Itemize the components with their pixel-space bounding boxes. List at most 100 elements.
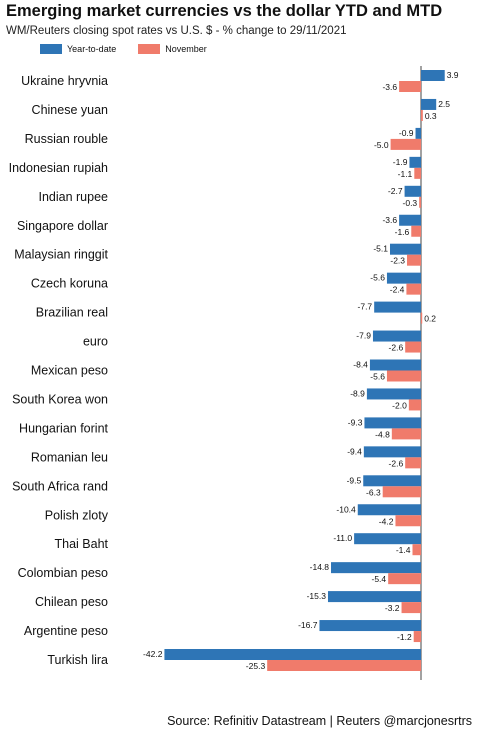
data-label-november-polish-zloty: -4.2 bbox=[379, 516, 394, 526]
category-label-indonesian-rupiah: Indonesian rupiah bbox=[9, 161, 108, 175]
data-label-november-chilean-peso: -3.2 bbox=[385, 603, 400, 613]
data-label-ytd-hungarian-forint: -9.3 bbox=[348, 417, 363, 427]
data-label-november-south-korea-won: -2.0 bbox=[392, 400, 407, 410]
bar-november-ukraine-hryvnia bbox=[399, 81, 421, 92]
bar-ytd-chilean-peso bbox=[327, 591, 421, 603]
bar-ytd-euro bbox=[372, 330, 421, 342]
data-label-november-indian-rupee: -0.3 bbox=[403, 198, 418, 208]
category-label-indian-rupee: Indian rupee bbox=[38, 190, 108, 204]
bar-november-south-africa-rand bbox=[382, 486, 421, 498]
bar-ytd-south-africa-rand bbox=[363, 475, 421, 487]
data-label-ytd-indian-rupee: -2.7 bbox=[388, 186, 403, 196]
legend-swatch-ytd bbox=[40, 44, 62, 54]
category-label-romanian-leu: Romanian leu bbox=[31, 450, 108, 464]
bar-ytd-hungarian-forint bbox=[364, 417, 421, 429]
data-label-ytd-brazilian-real: -7.7 bbox=[358, 302, 373, 312]
bar-ytd-indonesian-rupiah bbox=[409, 156, 421, 168]
bar-ytd-colombian-peso bbox=[331, 562, 421, 574]
category-label-colombian-peso: Colombian peso bbox=[18, 566, 108, 580]
data-label-ytd-euro: -7.9 bbox=[356, 331, 371, 341]
data-label-ytd-singapore-dollar: -3.6 bbox=[382, 215, 397, 225]
category-label-chinese-yuan: Chinese yuan bbox=[32, 103, 108, 117]
bar-november-turkish-lira bbox=[267, 660, 421, 671]
legend-label-november: November bbox=[165, 44, 207, 54]
bar-ytd-south-korea-won bbox=[366, 388, 421, 400]
category-label-mexican-peso: Mexican peso bbox=[31, 364, 108, 378]
category-label-polish-zloty: Polish zloty bbox=[45, 508, 109, 522]
bar-november-polish-zloty bbox=[395, 515, 421, 527]
bar-november-argentine-peso bbox=[413, 631, 421, 643]
bar-ytd-singapore-dollar bbox=[399, 214, 421, 226]
bar-ytd-malaysian-ringgit bbox=[389, 243, 421, 255]
bar-november-czech-koruna bbox=[406, 283, 421, 295]
bar-november-indian-rupee bbox=[419, 196, 421, 208]
bar-ytd-brazilian-real bbox=[374, 301, 421, 313]
data-label-november-czech-koruna: -2.4 bbox=[390, 285, 405, 295]
category-label-brazilian-real: Brazilian real bbox=[36, 306, 108, 320]
bar-november-chilean-peso bbox=[401, 602, 421, 614]
data-label-november-singapore-dollar: -1.6 bbox=[395, 227, 410, 237]
data-label-november-russian-rouble: -5.0 bbox=[374, 140, 389, 150]
bar-ytd-czech-koruna bbox=[386, 272, 421, 284]
bar-ytd-thai-baht bbox=[354, 533, 421, 545]
data-label-november-indonesian-rupiah: -1.1 bbox=[398, 169, 413, 179]
data-label-november-ukraine-hryvnia: -3.6 bbox=[382, 82, 397, 92]
legend-swatch-november bbox=[138, 44, 161, 54]
chart-title: Emerging market currencies vs the dollar… bbox=[6, 2, 443, 20]
bar-november-mexican-peso bbox=[386, 370, 421, 382]
bar-november-russian-rouble bbox=[390, 138, 421, 150]
data-label-ytd-indonesian-rupiah: -1.9 bbox=[393, 157, 408, 167]
bar-november-romanian-leu bbox=[405, 457, 421, 469]
data-label-ytd-south-korea-won: -8.9 bbox=[350, 388, 365, 398]
data-label-november-chinese-yuan: 0.3 bbox=[425, 111, 437, 121]
category-label-malaysian-ringgit: Malaysian ringgit bbox=[14, 248, 108, 262]
category-label-czech-koruna: Czech koruna bbox=[31, 277, 108, 291]
source-note: Source: Refinitiv Datastream | Reuters @… bbox=[167, 714, 472, 728]
bar-november-malaysian-ringgit bbox=[407, 254, 421, 266]
bar-ytd-indian-rupee bbox=[404, 185, 421, 197]
data-label-november-argentine-peso: -1.2 bbox=[397, 632, 412, 642]
category-label-south-africa-rand: South Africa rand bbox=[12, 479, 108, 493]
data-label-november-malaysian-ringgit: -2.3 bbox=[390, 256, 405, 266]
data-label-ytd-colombian-peso: -14.8 bbox=[310, 562, 330, 572]
data-label-ytd-polish-zloty: -10.4 bbox=[336, 504, 356, 514]
data-label-ytd-malaysian-ringgit: -5.1 bbox=[373, 244, 388, 254]
bar-november-brazilian-real bbox=[421, 312, 423, 324]
data-label-ytd-turkish-lira: -42.2 bbox=[143, 649, 163, 659]
bar-november-south-korea-won bbox=[408, 399, 421, 411]
bar-ytd-romanian-leu bbox=[363, 446, 421, 458]
bar-november-colombian-peso bbox=[388, 573, 421, 585]
bar-ytd-polish-zloty bbox=[357, 504, 421, 516]
data-label-ytd-czech-koruna: -5.6 bbox=[370, 273, 385, 283]
bar-november-chinese-yuan bbox=[421, 109, 423, 121]
legend-item-ytd: Year-to-date bbox=[40, 44, 116, 54]
data-label-november-hungarian-forint: -4.8 bbox=[375, 429, 390, 439]
bar-ytd-chinese-yuan bbox=[421, 98, 437, 110]
category-label-hungarian-forint: Hungarian forint bbox=[19, 421, 108, 435]
data-label-ytd-chinese-yuan: 2.5 bbox=[438, 99, 450, 109]
category-label-south-korea-won: South Korea won bbox=[12, 392, 108, 406]
data-label-ytd-chilean-peso: -15.3 bbox=[307, 591, 327, 601]
bar-ytd-mexican-peso bbox=[369, 359, 421, 371]
bar-november-euro bbox=[405, 341, 421, 353]
data-label-november-south-africa-rand: -6.3 bbox=[366, 487, 381, 497]
bar-ytd-turkish-lira bbox=[164, 649, 421, 660]
data-label-ytd-thai-baht: -11.0 bbox=[333, 533, 352, 543]
category-label-turkish-lira: Turkish lira bbox=[47, 653, 108, 667]
category-label-ukraine-hryvnia: Ukraine hryvnia bbox=[21, 74, 108, 88]
bar-november-indonesian-rupiah bbox=[414, 167, 421, 179]
legend: Year-to-date November bbox=[40, 44, 229, 54]
data-label-november-thai-baht: -1.4 bbox=[396, 545, 411, 555]
category-label-russian-rouble: Russian rouble bbox=[25, 132, 108, 146]
legend-label-ytd: Year-to-date bbox=[67, 44, 117, 54]
data-label-ytd-mexican-peso: -8.4 bbox=[353, 360, 368, 370]
data-label-ytd-argentine-peso: -16.7 bbox=[298, 620, 318, 630]
bar-november-singapore-dollar bbox=[411, 225, 421, 237]
data-label-november-romanian-leu: -2.6 bbox=[389, 458, 404, 468]
bar-ytd-ukraine-hryvnia bbox=[421, 70, 445, 81]
data-label-ytd-romanian-leu: -9.4 bbox=[347, 446, 362, 456]
data-label-november-euro: -2.6 bbox=[389, 343, 404, 353]
category-label-argentine-peso: Argentine peso bbox=[24, 624, 108, 638]
data-label-ytd-ukraine-hryvnia: 3.9 bbox=[447, 70, 459, 80]
